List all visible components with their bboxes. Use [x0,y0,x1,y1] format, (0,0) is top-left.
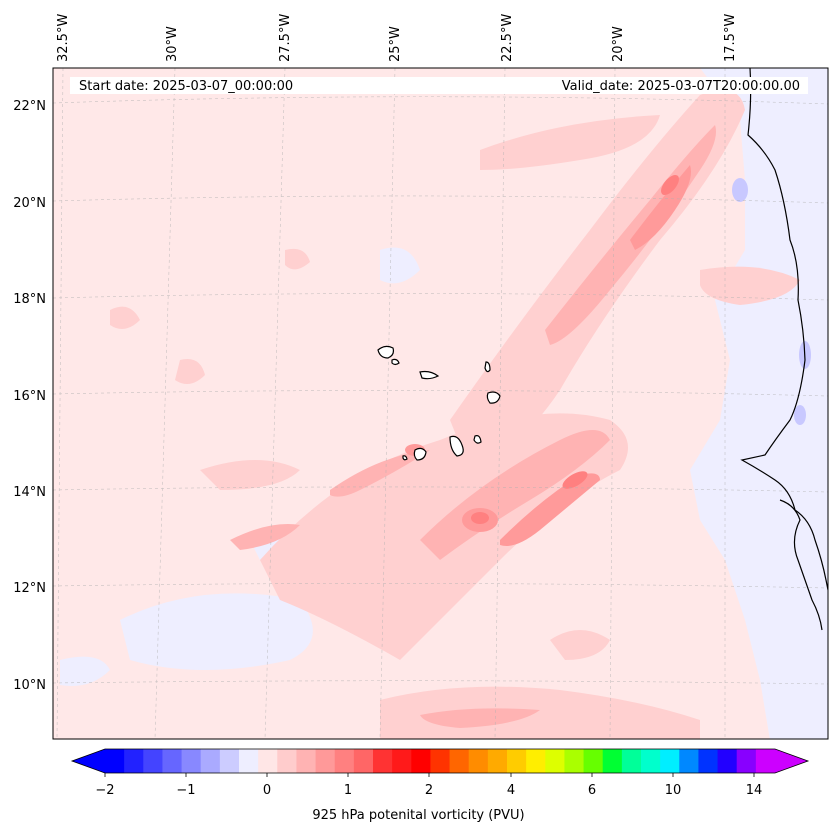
colorbar-swatch [353,749,374,773]
colorbar-extend-min [72,749,105,773]
colorbar-swatch [602,749,623,773]
colorbar-ticks: −2 −1 0 1 2 4 6 10 14 [95,783,762,798]
lat-label: 18°N [13,292,46,307]
map-panel [53,68,828,739]
negative-pv-regions [60,68,828,739]
colorbar-extend-max [775,749,808,773]
colorbar-label: 925 hPa potenital vorticity (PVU) [312,808,525,823]
colorbar-swatch [219,749,240,773]
colorbar-tick-label: −1 [176,783,195,798]
lon-label: 17.5°W [723,14,738,62]
start-date-label: Start date: 2025-03-07_00:00:00 [79,79,293,94]
lat-label: 22°N [13,99,46,114]
lon-label: 25°W [388,26,403,62]
colorbar-tick-label: 14 [746,783,763,798]
latitude-labels: 22°N 20°N 18°N 16°N 14°N 12°N 10°N [13,99,46,693]
colorbar-tick-label: 10 [665,783,682,798]
colorbar-swatch [392,749,412,773]
lon-label: 30°W [165,26,180,62]
lon-label: 32.5°W [56,14,71,62]
lat-lon-gridlines [53,68,828,739]
colorbar-swatch [698,749,719,773]
colorbar-swatch [621,749,642,773]
pv-strong-cores [471,175,679,524]
colorbar-swatch [564,749,585,773]
colorbar-swatch [717,749,738,773]
colorbar-swatch [315,749,336,773]
colorbar-swatch [162,749,183,773]
lon-label: 27.5°W [278,14,293,62]
cape-verde-islands [377,345,501,461]
colorbar-swatch [239,749,259,773]
lat-label: 16°N [13,389,46,404]
colorbar-swatch [430,749,451,773]
colorbar-swatch [181,749,202,773]
colorbar-swatch [487,749,508,773]
colorbar-swatch [660,749,680,773]
colorbar-swatch [545,749,565,773]
colorbar-swatch [679,749,699,773]
lat-label: 20°N [13,196,46,211]
map-frame [52,67,829,740]
longitude-labels: 32.5°W 30°W 27.5°W 25°W 22.5°W 20°W 17.5… [56,14,738,62]
lat-label: 12°N [13,581,46,596]
coastline [740,68,828,631]
colorbar-tick-label: 2 [425,783,433,798]
lat-label: 14°N [13,485,46,500]
colorbar-swatch [373,749,393,773]
colorbar-swatch [296,749,317,773]
colorbar-swatch [200,749,221,773]
colorbar-swatch [124,749,144,773]
colorbar-swatch [258,749,278,773]
colorbar-tick-label: 4 [507,783,515,798]
colorbar-swatch [105,749,125,773]
colorbar-swatch [143,749,163,773]
colorbar-swatch [641,749,661,773]
colorbar-swatch [583,749,604,773]
colorbar-tick-label: −2 [95,783,114,798]
colorbar-swatch [736,749,757,773]
colorbar-swatch [507,749,527,773]
colorbar [70,748,810,777]
colorbar-swatch [468,749,489,773]
header-bar [70,77,808,94]
lon-label: 20°W [611,26,626,62]
colorbar-swatch [449,749,470,773]
colorbar-tick-label: 6 [588,783,596,798]
colorbar-tick-label: 1 [344,783,352,798]
lat-label: 10°N [13,678,46,693]
colorbar-tick-label: 0 [263,783,271,798]
colorbar-swatch [755,749,776,773]
lon-label: 22.5°W [500,14,515,62]
colorbar-swatch [334,749,355,773]
colorbar-swatch [526,749,546,773]
valid-date-label: Valid_date: 2025-03-07T20:00:00.00 [562,79,800,94]
colorbar-swatch [277,749,297,773]
colorbar-swatch [411,749,431,773]
